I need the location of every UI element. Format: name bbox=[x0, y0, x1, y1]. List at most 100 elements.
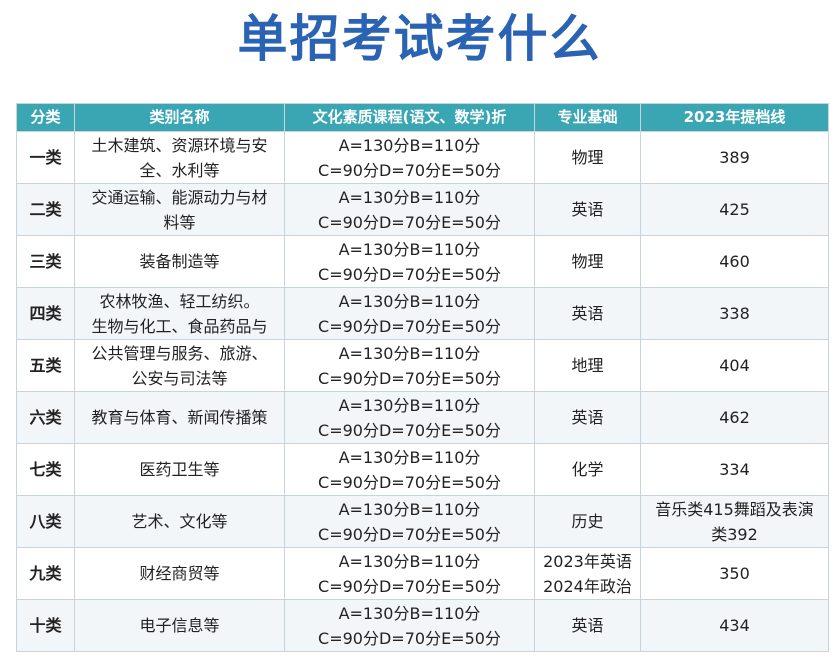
category-name-line: 公共管理与服务、旅游、 bbox=[91, 343, 268, 363]
culture-score-line: C=90分D=70分E=50分 bbox=[318, 316, 501, 336]
culture-score-line: C=90分D=70分E=50分 bbox=[318, 212, 501, 232]
page-title: 单招考试考什么 bbox=[237, 10, 602, 68]
professional-subject-line: 英语 bbox=[571, 304, 604, 323]
cutoff-score-line: 音乐类415舞蹈及表演 bbox=[655, 499, 814, 519]
professional-subject-cell: 物理 bbox=[534, 131, 641, 184]
cutoff-score-cell: 434 bbox=[640, 599, 829, 652]
category-cell: 三类 bbox=[16, 235, 75, 288]
category-name-cell: 农林牧渔、轻工纺织。 生物与化工、食品药品与 bbox=[74, 287, 285, 340]
culture-score-line: C=90分D=70分E=50分 bbox=[318, 472, 501, 492]
category-name-cell: 公共管理与服务、旅游、 公安与司法等 bbox=[74, 339, 285, 392]
professional-subject-line: 2023年英语 bbox=[543, 551, 632, 571]
professional-subject-line: 物理 bbox=[571, 252, 604, 271]
category-name-line: 教育与体育、新闻传播策 bbox=[91, 408, 268, 427]
category-cell: 九类 bbox=[16, 547, 75, 600]
professional-subject-line: 英语 bbox=[571, 616, 604, 635]
culture-score-line: C=90分D=70分E=50分 bbox=[318, 264, 501, 284]
cutoff-score-line: 350 bbox=[719, 564, 750, 583]
header-category-name: 类别名称 bbox=[74, 103, 285, 132]
category-name-line: 电子信息等 bbox=[139, 616, 220, 635]
category-name-line: 土木建筑、资源环境与安 bbox=[91, 135, 268, 155]
professional-subject-line: 地理 bbox=[571, 356, 604, 375]
header-cutoff-score: 2023年提档线 bbox=[640, 103, 829, 132]
category-cell: 七类 bbox=[16, 443, 75, 496]
culture-score-line: A=130分B=110分 bbox=[338, 343, 481, 363]
cutoff-score-line: 334 bbox=[719, 460, 750, 479]
cutoff-score-line: 460 bbox=[719, 252, 750, 271]
culture-score-cell: A=130分B=110分 C=90分D=70分E=50分 bbox=[284, 235, 535, 288]
culture-score-cell: A=130分B=110分 C=90分D=70分E=50分 bbox=[284, 287, 535, 340]
header-category: 分类 bbox=[16, 103, 75, 132]
cutoff-score-cell: 389 bbox=[640, 131, 829, 184]
culture-score-line: A=130分B=110分 bbox=[338, 499, 481, 519]
professional-subject-cell: 2023年英语 2024年政治 bbox=[534, 547, 641, 600]
table-row: 一类 土木建筑、资源环境与安 全、水利等 A=130分B=110分 C=90分D=70分… bbox=[16, 131, 829, 184]
cutoff-score-line: 404 bbox=[719, 356, 750, 375]
table-row: 二类 交通运输、能源动力与材 料等 A=130分B=110分 C=90分D=70分E=5… bbox=[16, 183, 829, 236]
category-name-cell: 教育与体育、新闻传播策 bbox=[74, 391, 285, 444]
category-name-cell: 医药卫生等 bbox=[74, 443, 285, 496]
culture-score-cell: A=130分B=110分 C=90分D=70分E=50分 bbox=[284, 443, 535, 496]
professional-subject-cell: 英语 bbox=[534, 391, 641, 444]
category-name-line: 料等 bbox=[163, 212, 196, 232]
cutoff-score-cell: 334 bbox=[640, 443, 829, 496]
cutoff-score-cell: 音乐类415舞蹈及表演 类392 bbox=[640, 495, 829, 548]
category-name-line: 生物与化工、食品药品与 bbox=[91, 316, 268, 336]
culture-score-line: A=130分B=110分 bbox=[338, 239, 481, 259]
table-row: 九类 财经商贸等 A=130分B=110分 C=90分D=70分E=50分 2023年英… bbox=[16, 547, 829, 600]
category-cell: 六类 bbox=[16, 391, 75, 444]
category-name-cell: 装备制造等 bbox=[74, 235, 285, 288]
cutoff-score-line: 338 bbox=[719, 304, 750, 323]
culture-score-line: A=130分B=110分 bbox=[338, 187, 481, 207]
culture-score-cell: A=130分B=110分 C=90分D=70分E=50分 bbox=[284, 183, 535, 236]
culture-score-line: C=90分D=70分E=50分 bbox=[318, 368, 501, 388]
category-cell: 二类 bbox=[16, 183, 75, 236]
cutoff-score-line: 462 bbox=[719, 408, 750, 427]
table-row: 七类 医药卫生等 A=130分B=110分 C=90分D=70分E=50分 化学 334 bbox=[16, 443, 829, 496]
category-name-cell: 交通运输、能源动力与材 料等 bbox=[74, 183, 285, 236]
category-name-line: 医药卫生等 bbox=[139, 460, 220, 479]
category-cell: 八类 bbox=[16, 495, 75, 548]
professional-subject-cell: 英语 bbox=[534, 183, 641, 236]
culture-score-line: C=90分D=70分E=50分 bbox=[318, 524, 501, 544]
professional-subject-line: 历史 bbox=[571, 512, 604, 531]
cutoff-score-cell: 460 bbox=[640, 235, 829, 288]
professional-subject-cell: 英语 bbox=[534, 287, 641, 340]
professional-subject-line: 英语 bbox=[571, 408, 604, 427]
cutoff-score-line: 389 bbox=[719, 148, 750, 167]
culture-score-line: A=130分B=110分 bbox=[338, 291, 481, 311]
professional-subject-cell: 化学 bbox=[534, 443, 641, 496]
culture-score-line: C=90分D=70分E=50分 bbox=[318, 420, 501, 440]
professional-subject-cell: 历史 bbox=[534, 495, 641, 548]
culture-score-line: A=130分B=110分 bbox=[338, 135, 481, 155]
category-name-line: 全、水利等 bbox=[139, 160, 220, 180]
category-name-line: 公安与司法等 bbox=[131, 368, 228, 388]
culture-score-cell: A=130分B=110分 C=90分D=70分E=50分 bbox=[284, 391, 535, 444]
table-header-row: 分类 类别名称 文化素质课程(语文、数学)折 专业基础 2023年提档线 bbox=[16, 103, 829, 132]
cutoff-score-cell: 404 bbox=[640, 339, 829, 392]
table-row: 五类 公共管理与服务、旅游、 公安与司法等 A=130分B=110分 C=90分D=70… bbox=[16, 339, 829, 392]
culture-score-cell: A=130分B=110分 C=90分D=70分E=50分 bbox=[284, 599, 535, 652]
cutoff-score-cell: 462 bbox=[640, 391, 829, 444]
category-cell: 五类 bbox=[16, 339, 75, 392]
professional-subject-cell: 物理 bbox=[534, 235, 641, 288]
category-name-line: 装备制造等 bbox=[139, 252, 220, 271]
cutoff-score-cell: 338 bbox=[640, 287, 829, 340]
category-name-line: 交通运输、能源动力与材 bbox=[91, 187, 268, 207]
category-cell: 四类 bbox=[16, 287, 75, 340]
category-name-cell: 土木建筑、资源环境与安 全、水利等 bbox=[74, 131, 285, 184]
professional-subject-cell: 地理 bbox=[534, 339, 641, 392]
category-cell: 十类 bbox=[16, 599, 75, 652]
table-row: 八类 艺术、文化等 A=130分B=110分 C=90分D=70分E=50分 历史 音乐类… bbox=[16, 495, 829, 548]
professional-subject-line: 物理 bbox=[571, 148, 604, 167]
table-row: 十类 电子信息等 A=130分B=110分 C=90分D=70分E=50分 英语 434 bbox=[16, 599, 829, 652]
professional-subject-line: 英语 bbox=[571, 200, 604, 219]
professional-subject-line: 化学 bbox=[571, 460, 604, 479]
cutoff-score-line: 434 bbox=[719, 616, 750, 635]
table-body: 一类 土木建筑、资源环境与安 全、水利等 A=130分B=110分 C=90分D=70分… bbox=[16, 131, 829, 652]
table-row: 四类 农林牧渔、轻工纺织。 生物与化工、食品药品与 A=130分B=110分 C=90分… bbox=[16, 287, 829, 340]
culture-score-line: A=130分B=110分 bbox=[338, 447, 481, 467]
category-name-cell: 艺术、文化等 bbox=[74, 495, 285, 548]
category-name-cell: 电子信息等 bbox=[74, 599, 285, 652]
cutoff-score-line: 425 bbox=[719, 200, 750, 219]
